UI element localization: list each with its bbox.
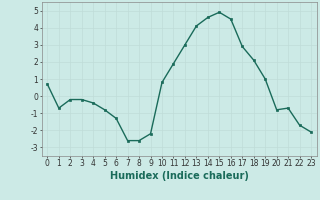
X-axis label: Humidex (Indice chaleur): Humidex (Indice chaleur): [110, 171, 249, 181]
